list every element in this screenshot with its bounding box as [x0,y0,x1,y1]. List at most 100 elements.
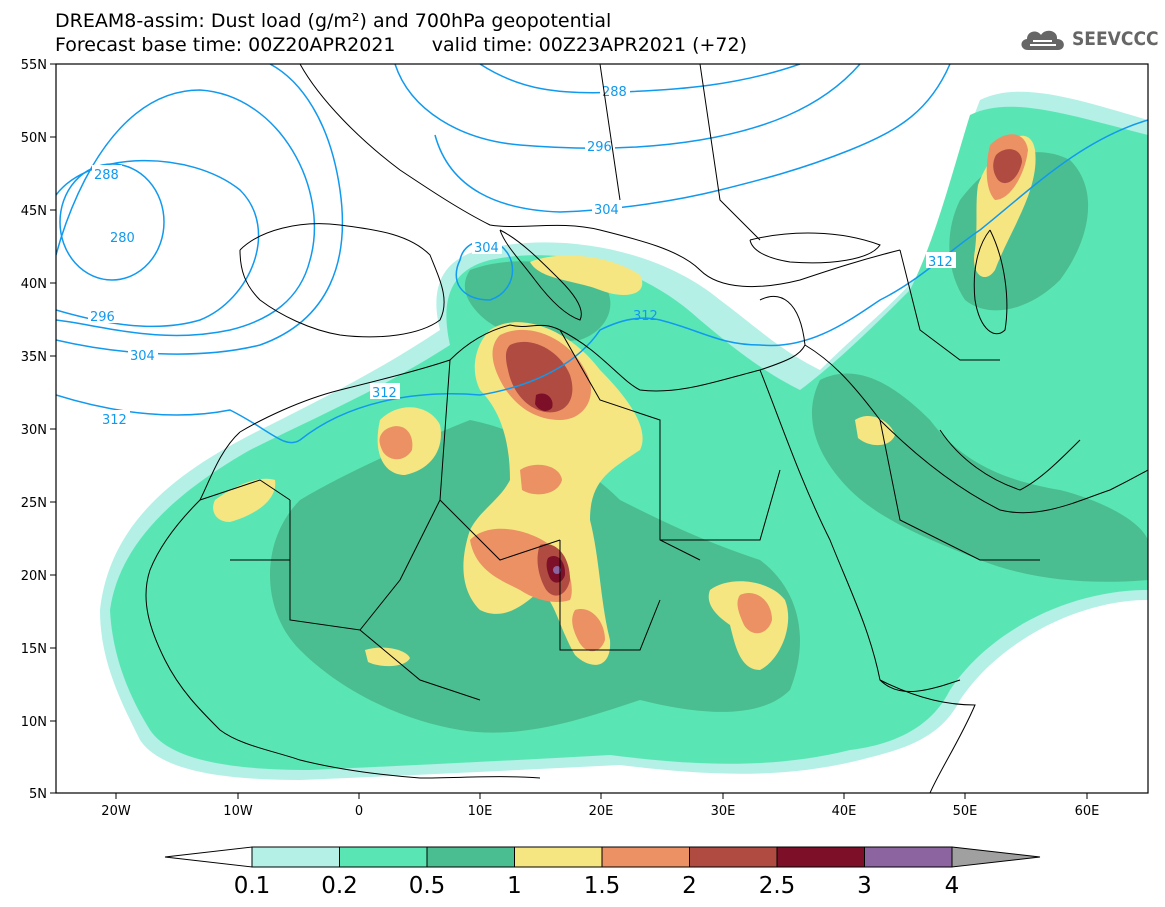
lat-label: 5N [29,787,47,802]
lat-label: 35N [21,350,47,365]
lat-label: 55N [21,58,47,73]
border-11 [699,64,761,241]
border-6 [879,419,1040,561]
colorbar-under-arrow [164,846,253,868]
border-5 [660,469,781,541]
lon-label: 10W [223,804,253,819]
colorbar-box [251,846,340,868]
contour-304-med [455,239,514,301]
contour-label: 312 [928,255,953,270]
lon-label: 0 [355,804,363,819]
colorbar-box [601,846,690,868]
coast-italy [499,229,582,321]
lon-label: 40E [832,804,857,819]
contour-label: 296 [90,310,115,325]
border-2 [559,329,701,561]
dust-field [100,91,1148,781]
contour-label: 296 [587,140,612,155]
colorbar-label: 0.5 [409,873,446,899]
dust-class-1.5 [520,464,562,495]
lon-label: 50E [953,804,978,819]
seevccc-logo: SEEVCCC [1018,26,1159,52]
colorbar-boxes [251,846,953,868]
border-12 [899,249,1000,361]
colorbar-labels: 0.1 0.2 0.5 1 1.5 2 2.5 3 4 [234,873,960,899]
colorbar-box [339,846,428,868]
coast-europe [299,64,901,287]
lon-label: 60E [1075,804,1100,819]
lat-label: 50N [21,131,47,146]
colorbar-label: 1.5 [584,873,621,899]
contour-304 [434,64,951,213]
colorbar-label: 2 [682,873,697,899]
coast-blacksea [749,232,881,264]
colorbar-label: 3 [857,873,872,899]
coastlines [145,64,1148,793]
contour-312 [56,119,1148,444]
contour-label: 312 [102,413,127,428]
lat-label: 10N [21,715,47,730]
lat-label: 20N [21,569,47,584]
map-title-line2: Forecast base time: 00Z20APR2021 valid t… [55,34,748,56]
colorbar-label: 2.5 [759,873,796,899]
contour-label: 312 [633,309,658,324]
colorbar-label: 0.2 [321,873,358,899]
dust-class-1 [213,478,276,522]
lat-label: 30N [21,423,47,438]
lon-label: 20W [101,804,131,819]
dust-class-1.5 [379,426,413,460]
contour-label: 304 [130,349,155,364]
lon-label: 30E [711,804,736,819]
contour-label: 280 [110,231,135,246]
colorbar: 0.1 0.2 0.5 1 1.5 2 2.5 3 4 [164,846,1041,899]
colorbar-box [426,846,515,868]
dust-class-3 [553,566,561,574]
colorbar-label: 1 [507,873,522,899]
colorbar-box [864,846,953,868]
lat-label: 45N [21,204,47,219]
border-1 [439,359,561,561]
contour-label: 304 [594,203,619,218]
colorbar-box [514,846,603,868]
logo-text: SEEVCCC [1072,28,1159,50]
contour-296 [394,64,861,150]
contour-label: 288 [94,168,119,183]
lat-label: 15N [21,642,47,657]
dust-class-1 [365,647,410,667]
coast-caspian [973,229,1008,335]
map-title-line1: DREAM8-assim: Dust load (g/m²) and 700hP… [55,10,612,32]
lon-label: 10E [468,804,493,819]
coast-hornafrica [879,679,976,793]
coast-iberia [239,223,445,338]
lat-labels: 55N 50N 45N 40N 35N 30N 25N 20N 15N 10N … [21,58,47,802]
border-4 [559,540,661,651]
lon-labels: 20W 10W 0 10E 20E 30E 40E 50E 60E [101,804,1099,819]
coast-arabia [804,344,1148,514]
contour-label: 288 [602,85,627,100]
border-9 [359,629,481,701]
border-7 [199,479,291,501]
border-10 [599,64,621,201]
lon-label: 20E [589,804,614,819]
coast-gulf [939,429,1081,491]
dust-class-0.5 [811,373,1148,582]
cloud-icon [1021,30,1064,50]
colorbar-box [776,846,865,868]
dust-class-2 [993,149,1022,184]
lat-axis [50,63,56,794]
colorbar-label: 0.1 [234,873,271,899]
dust-class-1 [530,255,643,295]
dust-class-1 [855,415,895,446]
contour-288-left [56,159,260,328]
colorbar-box [689,846,778,868]
coast-wafrica [145,431,541,779]
contour-296-left [56,89,316,337]
contour-label: 312 [372,386,397,401]
lat-label: 25N [21,496,47,511]
contour-labels: 288 296 304 288 280 296 304 312 304 312 … [88,82,956,428]
dust-class-2.5 [535,393,553,411]
dust-class-1.5 [572,609,605,652]
dust-class-1.5 [737,592,772,634]
colorbar-label: 4 [945,873,960,899]
